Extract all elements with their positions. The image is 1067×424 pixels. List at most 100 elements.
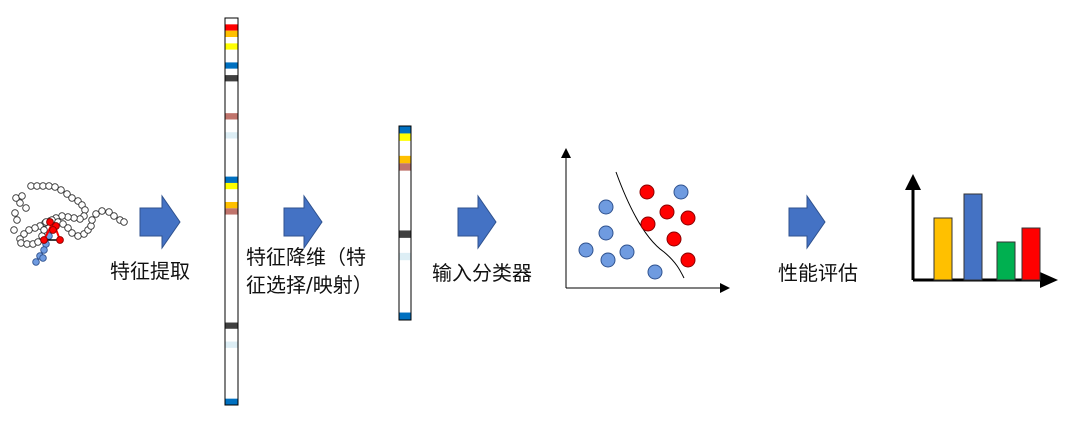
vector-cell [225,259,238,266]
feature-vector-icon [224,17,239,406]
chain-bead [59,220,67,228]
vector-cell [225,113,238,120]
chain-bead [25,226,33,234]
bar [963,193,983,281]
vector-cell [225,392,238,399]
vector-cell [399,163,411,171]
vector-cell [225,246,238,253]
right-arrow-icon [788,194,826,250]
chain-bead [45,182,53,190]
chain-bead [76,215,84,223]
vector-cell [399,275,411,283]
vector-cell [225,163,238,171]
vector-cell [225,366,238,374]
vector-cell [225,335,238,342]
vector-cell [225,75,238,82]
vector-cell [399,155,411,164]
vector-cell [399,178,411,186]
right-arrow-icon [139,194,181,250]
vector-cell [399,252,411,261]
scatter-point-red [680,252,696,268]
vector-cell [225,233,238,241]
vector-cell [399,133,411,141]
vector-cell [225,157,238,164]
vector-cell [225,100,238,107]
vector-cell [399,305,411,313]
vector-cell [399,200,411,209]
scatter-point-blue [578,242,594,258]
vector-cell [225,303,238,310]
vector-cell [225,37,238,44]
chain-bead-red [46,218,54,226]
vector-cell [399,223,411,231]
vector-cell [225,144,238,152]
chain-bead [88,216,96,224]
scatter-point-blue [600,252,616,268]
chain-bead-blue [40,246,48,254]
chain-bead [92,210,100,218]
vector-cell [225,347,238,355]
chain-bead [40,226,48,234]
vector-cell [225,309,238,317]
vector-cell [225,290,238,298]
vector-cell [399,290,411,298]
vector-cell [225,119,238,126]
chain-bead [70,214,78,222]
chain-bead [120,218,128,226]
chain-bead [11,209,19,217]
vector-cell [225,328,238,336]
chain-bead [18,192,26,200]
chain-bead [63,190,71,198]
vector-cell [225,151,238,158]
bar [933,217,953,281]
chain-bead [16,199,24,207]
feature-vector-icon [398,125,412,321]
chain-bead-red [56,236,64,244]
vector-cell [225,189,238,196]
vector-cell [225,341,238,348]
vector-cell [225,252,238,260]
chain-bead-blue [32,258,40,266]
vector-cell [225,195,238,202]
step-label-reduce-line2: 征选择/映射） [246,273,373,297]
chain-bead [64,213,72,221]
scatter-point-blue [673,184,689,200]
vector-cell [399,215,411,223]
vector-cell [225,170,238,177]
vector-cell [399,208,411,216]
vector-cell [225,373,238,380]
vector-cell [225,125,238,133]
vector-cell [225,214,238,222]
vector-cell [225,379,238,386]
chain-bead [81,206,89,214]
step-label-extract: 特征提取 [110,259,190,283]
chain-bead [64,224,72,232]
bar [1021,227,1041,281]
scatter-point-red [666,231,682,247]
vector-cell [225,132,238,139]
scatter-point-blue [647,264,663,280]
vector-cell [225,201,238,209]
vector-cell [225,240,238,247]
chain-bead [68,229,76,237]
vector-cell [399,237,411,246]
vector-frame [398,125,412,321]
vector-cell [225,284,238,291]
vector-cell [225,81,238,88]
vector-cell [225,24,238,31]
decision-boundary [615,171,685,279]
chain-bead [110,212,118,220]
vector-cell [225,360,238,367]
scatter-point-red [639,184,655,200]
step-label-evaluate: 性能评估 [778,261,858,285]
chain-bead-red [49,226,57,234]
bar-chart-icon [905,174,1058,288]
scatter-point-blue [619,244,635,260]
vector-cell [225,322,238,329]
vector-cell [225,62,238,69]
vector-cell [225,30,238,38]
vector-cell [399,126,411,134]
vector-cell [225,94,238,101]
scatter-point-red [680,210,696,226]
